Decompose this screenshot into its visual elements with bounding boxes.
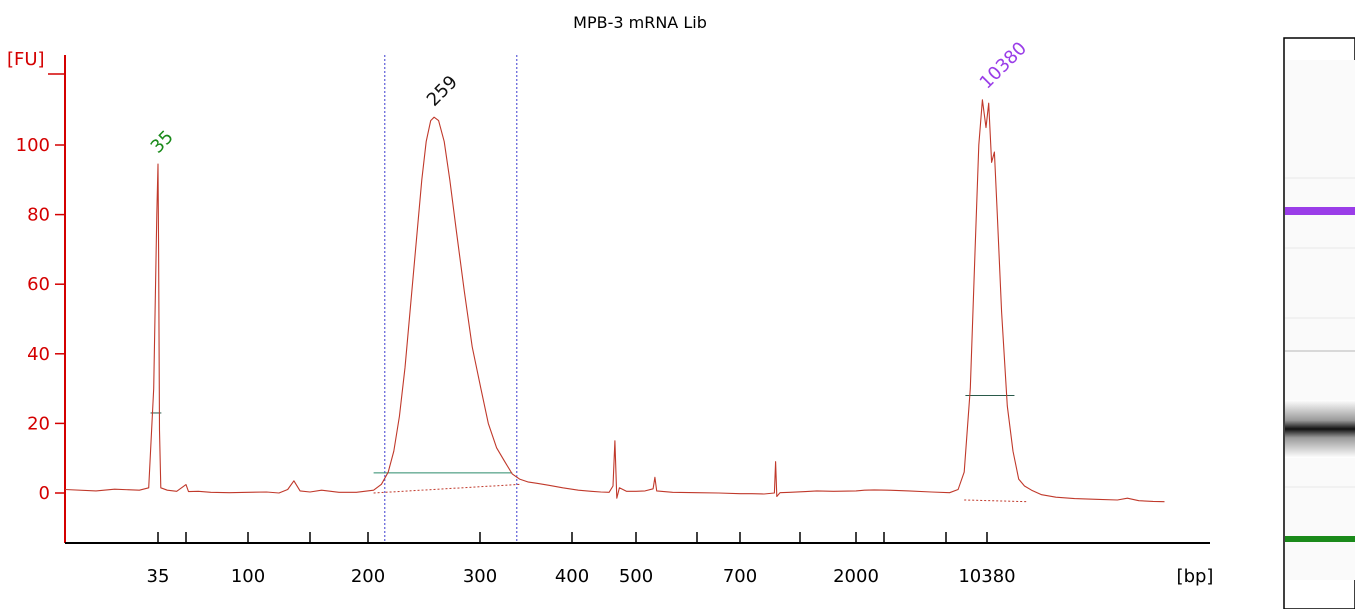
library-band bbox=[1285, 400, 1355, 458]
x-tick-label: 300 bbox=[463, 566, 497, 587]
x-tick-label: 200 bbox=[351, 566, 385, 587]
peak-label: 259 bbox=[423, 72, 462, 111]
lower-marker-band bbox=[1285, 536, 1355, 542]
x-axis-ticks: 35 100 200 300 400 500 700 2000 10380 bbox=[147, 532, 1016, 587]
region-markers bbox=[384, 55, 518, 543]
x-tick-label: 35 bbox=[147, 566, 170, 587]
peak-baseline bbox=[373, 483, 522, 494]
peak-label: 10380 bbox=[976, 38, 1031, 93]
x-axis-label: [bp] bbox=[1177, 566, 1214, 587]
peak-baseline bbox=[964, 499, 1028, 503]
y-tick-label: 40 bbox=[27, 344, 50, 365]
y-tick-label: 0 bbox=[39, 483, 50, 504]
series-group bbox=[64, 99, 1165, 503]
x-tick-label: 500 bbox=[619, 566, 653, 587]
upper-marker-band bbox=[1285, 207, 1355, 215]
y-tick-label: 100 bbox=[16, 135, 50, 156]
peak-labels: 35 259 10380 bbox=[147, 38, 1031, 158]
y-tick-label: 20 bbox=[27, 413, 50, 434]
series-line bbox=[64, 99, 1165, 503]
x-tick-label: 100 bbox=[231, 566, 265, 587]
y-axis-ticks: 0 20 40 60 80 100 bbox=[16, 135, 65, 504]
y-tick-label: 80 bbox=[27, 205, 50, 226]
y-tick-label: 60 bbox=[27, 274, 50, 295]
peak-label: 35 bbox=[147, 127, 178, 158]
x-tick-label: 400 bbox=[555, 566, 589, 587]
gel-lane bbox=[1283, 37, 1355, 609]
x-tick-label: 700 bbox=[723, 566, 757, 587]
x-tick-label: 2000 bbox=[833, 566, 879, 587]
x-tick-label: 10380 bbox=[958, 566, 1015, 587]
chart-title: MPB-3 mRNA Lib bbox=[573, 13, 707, 32]
peak-baselines bbox=[150, 395, 1028, 503]
gel-lane-background bbox=[1285, 60, 1355, 580]
y-axis-label: [FU] bbox=[7, 49, 45, 70]
